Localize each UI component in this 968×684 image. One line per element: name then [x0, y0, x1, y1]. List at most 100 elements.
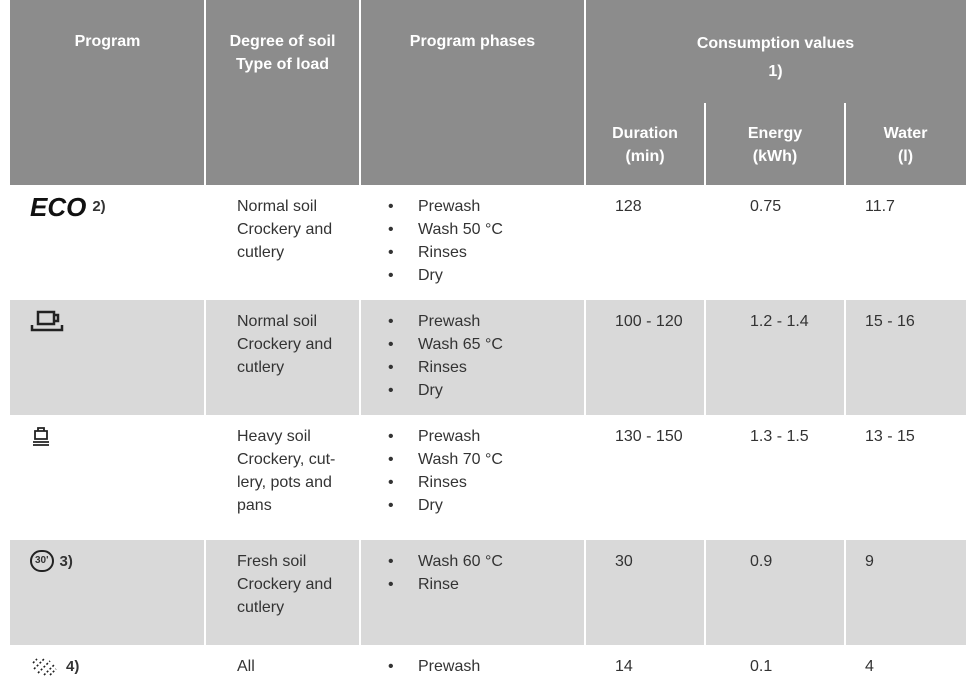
- energy-cell: 1.2 - 1.4: [750, 313, 809, 330]
- phase-item: • Prewash: [360, 655, 585, 678]
- header-cell: Program: [10, 0, 205, 185]
- soil-text: Crockery and: [237, 576, 333, 593]
- column-separator: [704, 300, 706, 415]
- phases-cell: • Prewash • Wash 70 °C • Rinses • Dry: [360, 415, 585, 540]
- bullet: •: [388, 553, 394, 570]
- duration-cell: 14: [615, 658, 633, 675]
- phase-item: • Rinses: [360, 356, 585, 379]
- header-cell: Water (l): [845, 105, 966, 185]
- column-separator: [584, 0, 586, 185]
- phases-cell: • Wash 60 °C • Rinse: [360, 540, 585, 645]
- header-text: Program: [74, 33, 141, 50]
- phase-item: • Rinses: [360, 241, 585, 264]
- program-cell: [10, 300, 205, 415]
- row-background: [10, 415, 966, 540]
- soil-text: Normal soil: [237, 198, 318, 215]
- column-separator: [704, 103, 706, 185]
- phase-item: • Dry: [360, 494, 585, 517]
- header-text: (l): [897, 148, 914, 165]
- bullet: •: [388, 451, 394, 468]
- eco-icon: ECO: [30, 192, 87, 222]
- energy-cell: 0.9: [750, 553, 773, 570]
- soil-cell: All: [205, 645, 360, 682]
- column-separator: [844, 540, 846, 645]
- soil-text: cutlery: [237, 244, 285, 261]
- header-text: Duration: [612, 125, 678, 142]
- soil-text: cutlery: [237, 599, 285, 616]
- phase-item: • Prewash: [360, 195, 585, 218]
- phase-item: • Wash 65 °C: [360, 333, 585, 356]
- program-icon: [30, 655, 60, 677]
- phase-item: • Prewash: [360, 310, 585, 333]
- phase-item: • Wash 50 °C: [360, 218, 585, 241]
- column-separator: [704, 540, 706, 645]
- phase-item: • Dry: [360, 379, 585, 402]
- soil-cell: Normal soil Crockery and cutlery: [205, 185, 360, 300]
- header-text: (min): [625, 148, 665, 165]
- timer-text: 30': [35, 555, 49, 566]
- column-separator: [359, 540, 361, 645]
- header-text: Energy: [747, 125, 803, 142]
- header-text: (kWh): [752, 148, 798, 165]
- bullet: •: [388, 221, 394, 238]
- column-separator: [584, 540, 586, 645]
- phase-item: • Wash 70 °C: [360, 448, 585, 471]
- program-cell: [10, 415, 205, 540]
- bullet: •: [388, 267, 394, 284]
- program-cell: 4): [10, 645, 205, 682]
- duration-cell: 100 - 120: [615, 313, 683, 330]
- phase-text: Dry: [418, 382, 443, 399]
- row-background: [10, 540, 966, 645]
- phase-text: Rinses: [418, 359, 467, 376]
- soil-text: Heavy soil: [237, 428, 311, 445]
- phase-text: Dry: [418, 267, 443, 284]
- water-cell: 11.7: [865, 198, 895, 215]
- phase-text: Rinses: [418, 474, 467, 491]
- phase-text: Prewash: [418, 428, 481, 445]
- header-cell: Program phases: [360, 0, 585, 185]
- column-separator: [359, 0, 361, 185]
- row-background: [10, 185, 966, 300]
- soil-text: Crockery and: [237, 336, 333, 353]
- bullet: •: [388, 313, 394, 330]
- header-text: Consumption values: [696, 35, 855, 52]
- header-cell: Consumption values 1): [585, 0, 966, 185]
- phase-item: • Wash 60 °C: [360, 550, 585, 573]
- column-separator: [844, 103, 846, 185]
- water-cell: 4: [865, 658, 874, 675]
- soil-text: All: [237, 658, 255, 675]
- phases-cell: • Prewash • Wash 65 °C • Rinses • Dry: [360, 300, 585, 415]
- phase-text: Wash 70 °C: [418, 451, 503, 468]
- phase-text: Prewash: [418, 198, 481, 215]
- header-text: Water: [883, 125, 928, 142]
- bullet: •: [388, 497, 394, 514]
- bullet: •: [388, 576, 394, 593]
- phase-item: • Rinse: [360, 573, 585, 596]
- energy-cell: 0.1: [750, 658, 773, 675]
- water-cell: 15 - 16: [865, 313, 915, 330]
- bullet: •: [388, 244, 394, 261]
- energy-cell: 0.75: [750, 198, 782, 215]
- phase-text: Dry: [418, 497, 443, 514]
- bullet: •: [388, 428, 394, 445]
- bullet: •: [388, 474, 394, 491]
- soil-text: Crockery and: [237, 221, 333, 238]
- program-icon: [30, 425, 52, 447]
- duration-cell: 130 - 150: [615, 428, 683, 445]
- phase-item: • Rinses: [360, 471, 585, 494]
- header-cell: Degree of soil Type of load: [205, 0, 360, 185]
- duration-cell: 128: [615, 198, 642, 215]
- header-cell: Duration (min): [585, 105, 705, 185]
- program-cell: ECO 2): [10, 185, 205, 300]
- soil-text: Crockery, cut-: [237, 451, 336, 468]
- header-text: Type of load: [235, 56, 330, 73]
- phase-text: Prewash: [418, 313, 481, 330]
- column-separator: [204, 0, 206, 185]
- bullet: •: [388, 198, 394, 215]
- water-cell: 9: [865, 553, 874, 570]
- phase-text: Wash 65 °C: [418, 336, 503, 353]
- soil-text: Normal soil: [237, 313, 318, 330]
- column-separator: [204, 300, 206, 415]
- phase-text: Wash 60 °C: [418, 553, 503, 570]
- phases-cell: • Prewash • Wash 50 °C • Rinses • Dry: [360, 185, 585, 300]
